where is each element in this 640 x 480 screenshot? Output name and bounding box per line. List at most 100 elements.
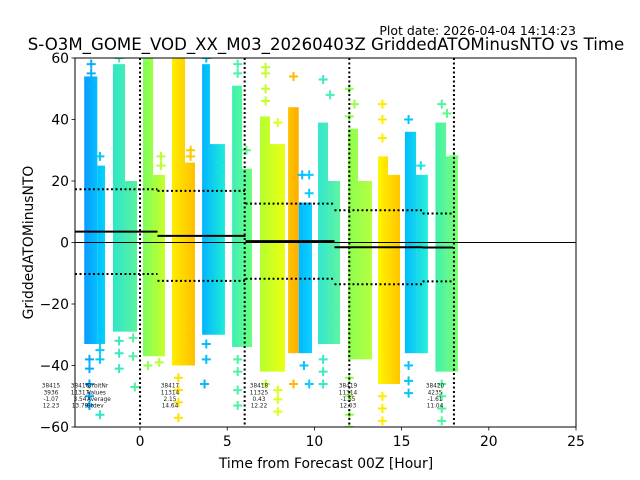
y-tick-label: −20	[40, 297, 69, 313]
scatter-point	[114, 336, 124, 346]
cluster-dense-shoulder	[97, 165, 105, 344]
scatter-point	[130, 382, 140, 392]
scatter-point	[84, 400, 94, 410]
scatter-point	[233, 367, 243, 377]
cluster-dense-shoulder	[416, 174, 428, 354]
scatter-point	[173, 397, 183, 407]
scatter-point	[325, 90, 335, 100]
orbit-half-cluster	[95, 58, 140, 420]
scatter-point	[215, 158, 225, 168]
orbit-stat-stdev: 11.04	[427, 404, 444, 410]
scatter-point	[404, 115, 414, 124]
orbit-stat-label: Stdev	[87, 404, 104, 410]
scatter-point	[330, 317, 340, 327]
scatter-point	[304, 188, 314, 198]
scatter-point	[186, 330, 196, 340]
cluster-dense-shoulder	[288, 107, 299, 354]
orbit-half-cluster	[232, 59, 252, 410]
scatter-point	[95, 354, 105, 364]
scatter-point	[318, 379, 328, 389]
cluster-dense-core	[232, 85, 243, 348]
scatter-point	[84, 379, 94, 389]
scatter-point	[360, 330, 370, 340]
scatter-point	[273, 394, 283, 404]
plot-date: Plot date: 2026-04-04 14:14:23	[379, 23, 576, 38]
scatter-point	[173, 385, 183, 395]
cluster-dense-shoulder	[446, 156, 458, 372]
scatter-point	[273, 407, 283, 417]
orbit-stat-label: OrbitNr	[87, 384, 109, 390]
scatter-point	[212, 321, 222, 331]
scatter-point	[261, 84, 271, 94]
scatter-point	[84, 354, 94, 364]
scatter-point	[299, 361, 309, 370]
scatter-point	[173, 413, 183, 423]
scatter-point	[201, 339, 211, 349]
scatter-point	[95, 151, 105, 161]
orbit-half-cluster	[318, 75, 341, 389]
orbit-stat-orbit: 38415	[42, 384, 61, 390]
scatter-point	[154, 357, 164, 367]
scatter-point	[95, 324, 105, 334]
scatter-point	[114, 348, 124, 358]
scatter-point	[186, 317, 196, 327]
scatter-point	[350, 99, 360, 109]
cluster-dense-core	[348, 128, 359, 360]
x-tick-label: 0	[136, 434, 145, 450]
scatter-point	[318, 127, 328, 137]
y-axis-label: GriddedATOMinusNTO	[21, 166, 37, 320]
scatter-point	[437, 416, 447, 426]
cluster-dense-shoulder	[125, 181, 138, 332]
cluster-dense-shoulder	[269, 144, 285, 372]
scatter-point	[289, 379, 299, 389]
orbit-half-cluster	[260, 62, 285, 417]
scatter-point	[261, 96, 271, 106]
scatter-point	[215, 167, 225, 177]
scatter-point	[173, 373, 183, 383]
scatter-point	[377, 416, 387, 426]
orbit-half-cluster	[171, 58, 196, 423]
scatter-point	[95, 410, 105, 420]
scatter-point	[377, 404, 387, 414]
scatter-point	[404, 361, 414, 370]
scatter-point	[437, 404, 447, 414]
cluster-dense-shoulder	[388, 174, 401, 384]
x-tick-label: 15	[393, 434, 411, 450]
scatter-point	[233, 385, 243, 395]
scatter-point	[442, 108, 452, 118]
cluster-dense-core	[202, 64, 210, 335]
scatter-point	[233, 59, 243, 69]
scatter-point	[201, 58, 211, 63]
y-tick-label: 40	[51, 113, 69, 129]
scatter-point	[95, 336, 105, 346]
scatter-point	[186, 151, 196, 161]
orbit-stat-average: -1.55	[341, 397, 356, 403]
y-tick-label: 0	[60, 236, 69, 252]
orbit-half-cluster	[143, 58, 166, 370]
scatter-point	[233, 68, 243, 78]
y-tick-label: −60	[40, 420, 69, 436]
scatter-point	[114, 58, 124, 63]
scatter-point	[233, 400, 243, 410]
orbit-stat-values: 4235	[428, 390, 443, 396]
orbit-stat-values: 11317	[71, 390, 90, 396]
cluster-dense-core	[260, 116, 270, 372]
orbit-stat-average: 2.15	[164, 397, 177, 403]
scatter-point	[437, 379, 447, 389]
scatter-point	[377, 391, 387, 401]
y-tick-label: 20	[51, 174, 69, 190]
x-axis: 0 5 10 15 20 25	[136, 427, 585, 450]
cluster-dense-shoulder	[242, 168, 252, 348]
orbit-stat-orbit: 38419	[339, 384, 358, 390]
scatter-point	[289, 71, 299, 81]
orbit-stat-values: 3936	[44, 390, 59, 396]
reference-lines	[75, 58, 576, 427]
scatter-point	[86, 81, 96, 91]
orbit-stat-stdev: 12.22	[251, 404, 268, 410]
orbit-stat-average: 0.43	[253, 397, 266, 403]
scatter-point	[377, 133, 387, 143]
orbit-stat-orbit: 38416	[71, 384, 90, 390]
scatter-point	[404, 388, 414, 398]
scatter-point	[416, 161, 426, 171]
